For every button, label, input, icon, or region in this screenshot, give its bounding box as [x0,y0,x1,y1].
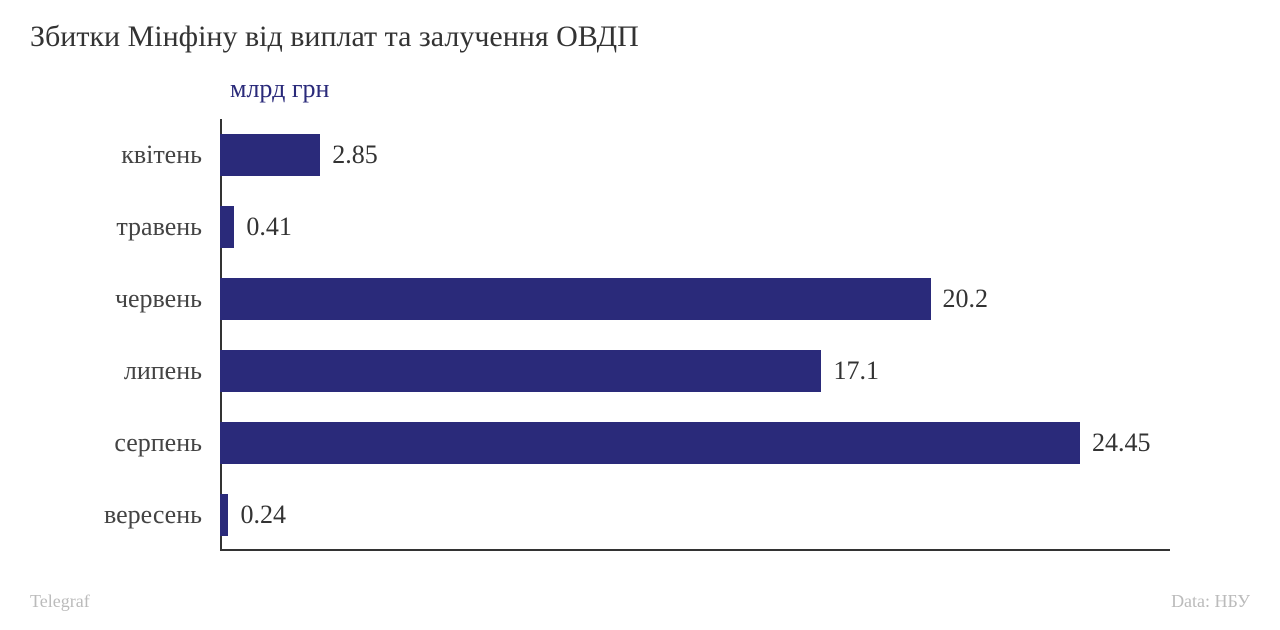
bar-value-label: 17.1 [833,356,879,386]
bar-track: 17.1 [220,335,1230,407]
bar-row: вересень0.24 [30,479,1230,551]
bar-track: 0.41 [220,191,1230,263]
bar-value-label: 0.24 [240,500,286,530]
bar-row: липень17.1 [30,335,1230,407]
bar-category-label: червень [30,284,220,314]
bar-value-label: 24.45 [1092,428,1151,458]
bar-value-label: 20.2 [943,284,989,314]
bar-track: 2.85 [220,119,1230,191]
bar: 0.41 [220,206,234,248]
bar: 20.2 [220,278,931,320]
chart-subtitle: млрд грн [230,74,1250,104]
bar-value-label: 0.41 [246,212,292,242]
bar: 2.85 [220,134,320,176]
chart-area: квітень2.85травень0.41червень20.2липень1… [30,119,1230,551]
bar-value-label: 2.85 [332,140,378,170]
chart-footer: Telegraf Data: НБУ [30,591,1250,612]
chart-title: Збитки Мінфіну від виплат та залучення О… [30,20,1250,54]
bar-row: квітень2.85 [30,119,1230,191]
bar-row: червень20.2 [30,263,1230,335]
footer-source-right: Data: НБУ [1171,591,1250,612]
bar-row: травень0.41 [30,191,1230,263]
bar: 0.24 [220,494,228,536]
bar: 17.1 [220,350,821,392]
bar-track: 24.45 [220,407,1230,479]
bar-track: 0.24 [220,479,1230,551]
bar-category-label: серпень [30,428,220,458]
bar-track: 20.2 [220,263,1230,335]
bar-category-label: квітень [30,140,220,170]
bar-category-label: липень [30,356,220,386]
bar-category-label: вересень [30,500,220,530]
bar: 24.45 [220,422,1080,464]
bar-category-label: травень [30,212,220,242]
bar-row: серпень24.45 [30,407,1230,479]
footer-source-left: Telegraf [30,591,90,612]
